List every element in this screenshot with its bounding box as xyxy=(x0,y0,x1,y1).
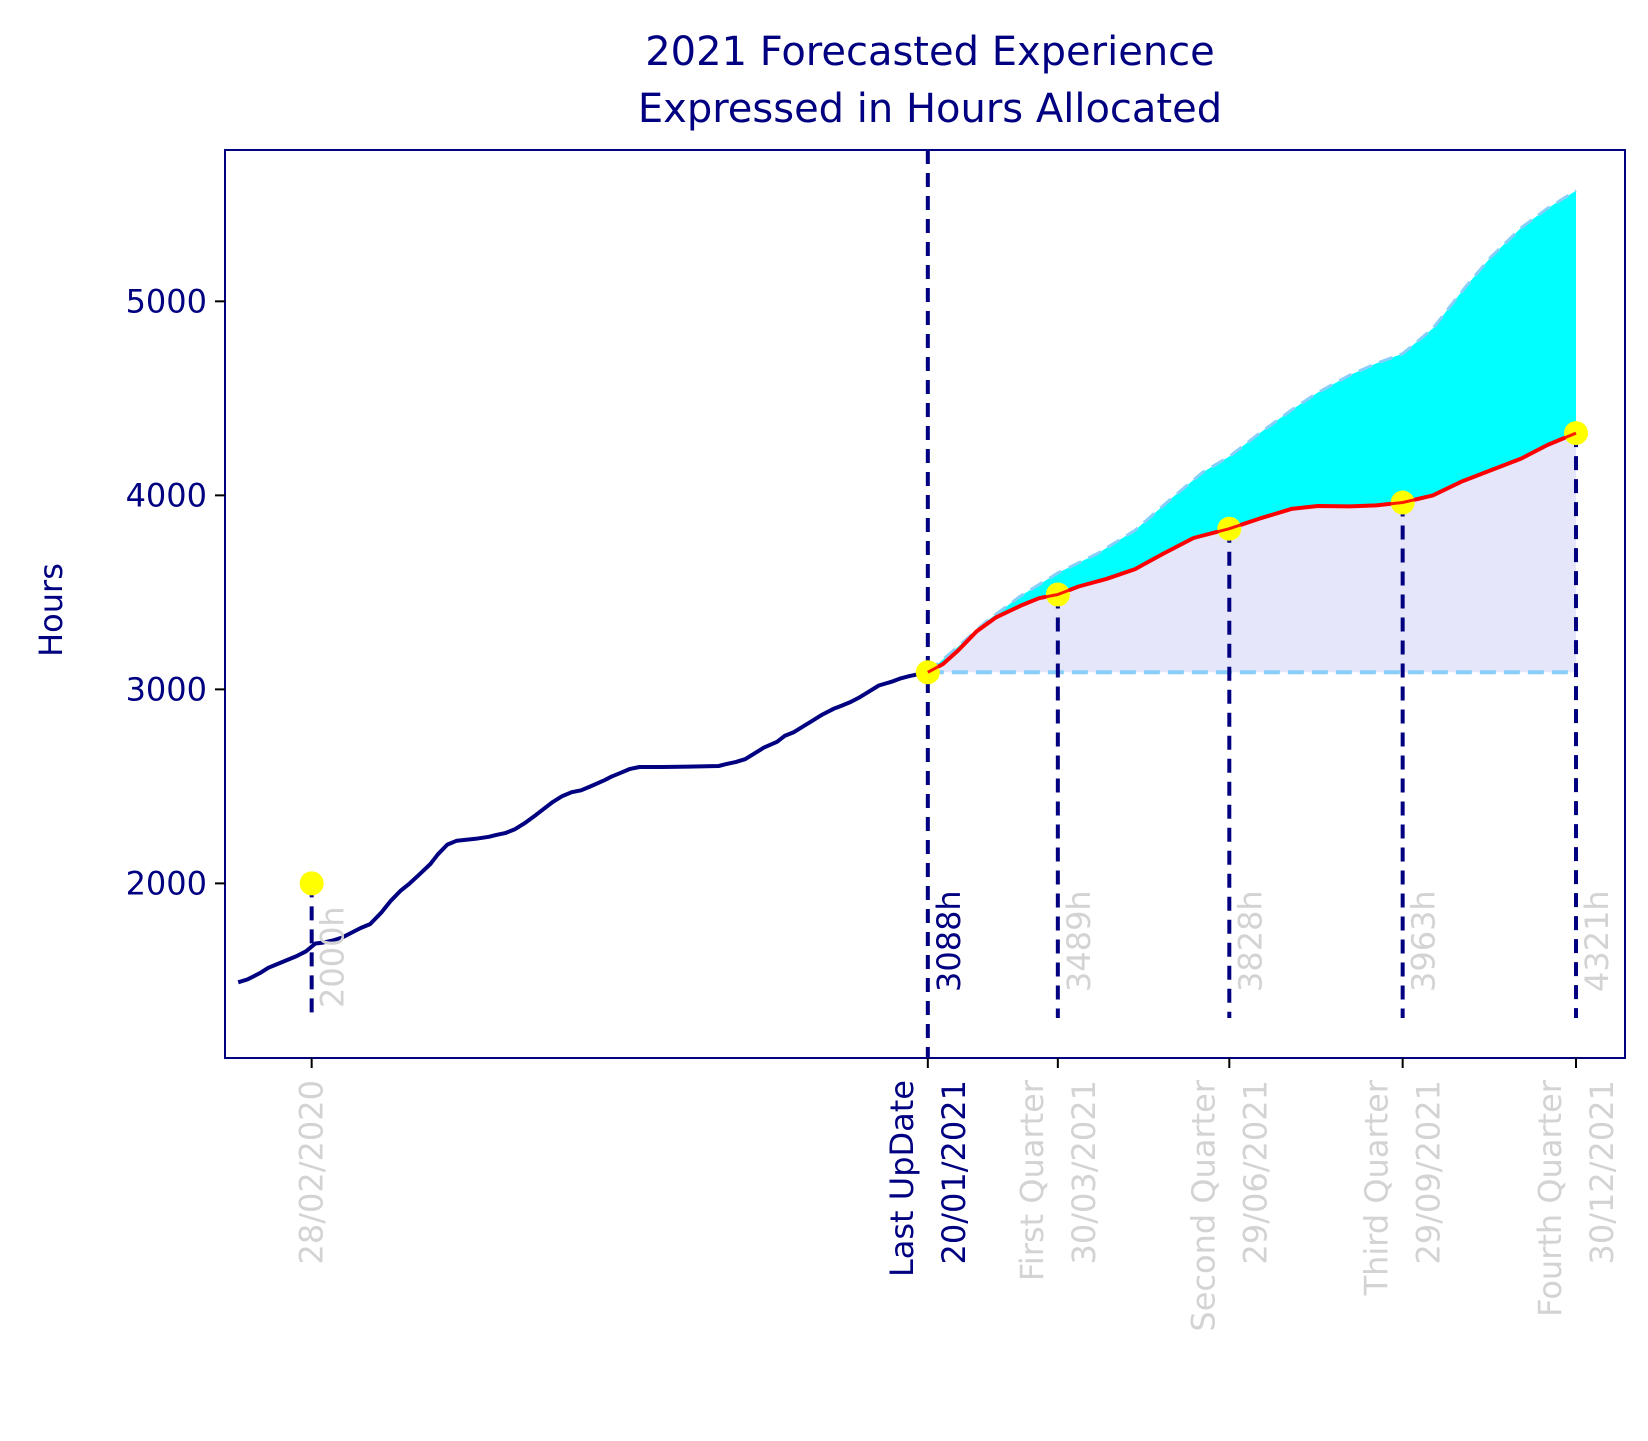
chart-title-line-1: 2021 Forecasted Experience xyxy=(645,29,1215,75)
x-tick-label-2-0: First Quarter xyxy=(1013,1079,1051,1281)
marker-value-label-1: 3088h xyxy=(930,890,968,992)
y-tick-label-3: 5000 xyxy=(126,282,207,320)
marker-value-label-3: 3828h xyxy=(1231,890,1269,992)
plot-area: 2000h 3088h 3489h 3828h 3963h 4321h 2000 3000 40… xyxy=(126,149,1626,1332)
y-tick-label-0: 2000 xyxy=(126,864,207,902)
x-tick-label-5-0: Fourth Quarter xyxy=(1531,1079,1569,1317)
forecast-series-line-overlay xyxy=(927,431,1577,674)
x-tick-label-1-1: 20/01/2021 xyxy=(935,1080,973,1264)
x-tick-label-5-1: 30/12/2021 xyxy=(1583,1080,1621,1264)
y-tick-label-2: 4000 xyxy=(126,476,207,514)
lower-range-fill xyxy=(927,433,1576,673)
x-tick-label-4-1: 29/09/2021 xyxy=(1410,1080,1448,1264)
upper-bound-line xyxy=(926,189,1577,674)
x-tick-label-3-0: Second Quarter xyxy=(1184,1079,1222,1331)
marker-value-label-4: 3963h xyxy=(1405,890,1443,992)
marker-point-5 xyxy=(1564,421,1589,446)
x-tick-label-0-0: 28/02/2020 xyxy=(293,1080,331,1264)
x-tick-label-2-1: 30/03/2021 xyxy=(1065,1080,1103,1264)
plot-frame xyxy=(224,149,1626,1059)
actual-series-line xyxy=(237,670,929,985)
x-tick-label-4-0: Third Quarter xyxy=(1358,1079,1396,1296)
x-tick-label-1-0: Last UpDate xyxy=(883,1080,921,1277)
chart-title-line-2: Expressed in Hours Allocated xyxy=(638,86,1222,132)
y-tick-label-1: 3000 xyxy=(126,670,207,708)
marker-value-label-0: 2000h xyxy=(314,906,352,1008)
marker-value-label-5: 4321h xyxy=(1578,890,1616,992)
marker-value-label-2: 3489h xyxy=(1060,890,1098,992)
y-axis-label: Hours xyxy=(32,563,70,657)
x-tick-label-3-1: 29/06/2021 xyxy=(1236,1080,1274,1264)
marker-point-0 xyxy=(299,871,324,896)
